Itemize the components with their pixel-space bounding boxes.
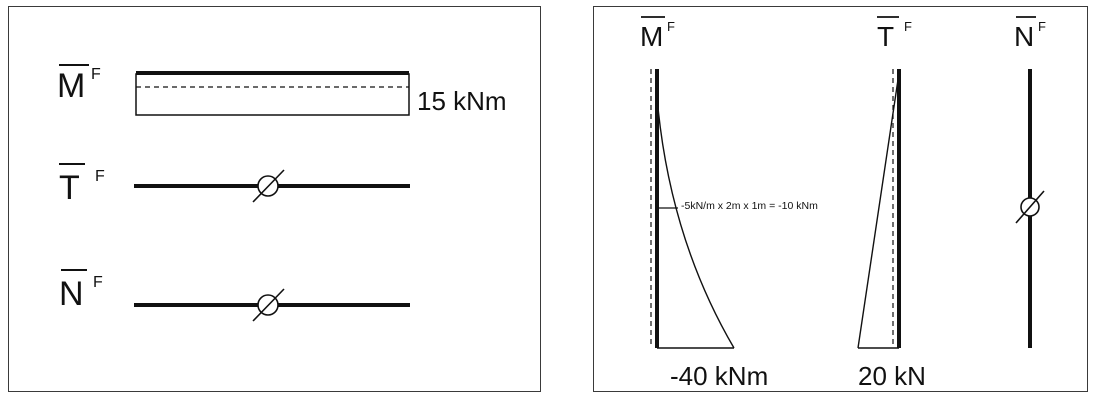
empty-set-icon bbox=[1015, 190, 1045, 224]
shear-label-letter: T bbox=[877, 21, 894, 52]
moment-annotation: -5kN/m x 2m x 1m = -10 kNm bbox=[681, 200, 818, 212]
shear-label-superscript: F bbox=[904, 19, 912, 34]
normal-diagram-right bbox=[1015, 69, 1045, 348]
normal-diagram-left bbox=[134, 288, 410, 322]
normal-label-letter: N bbox=[59, 275, 84, 313]
moment-base-value: -40 kNm bbox=[670, 361, 768, 391]
moment-diagram-left bbox=[135, 71, 410, 116]
moment-label-letter: M bbox=[57, 67, 85, 105]
right-diagram-svg: M F -5kN/m x 2m x 1m = -10 kNm -40 kNm T… bbox=[640, 16, 1046, 391]
left-diagram-panel: M F 15 kNm T F N F bbox=[8, 6, 541, 392]
shear-diagram-left bbox=[134, 169, 410, 203]
normal-label-right: N F bbox=[1014, 16, 1046, 52]
normal-label-left: N F bbox=[59, 269, 103, 313]
moment-label-superscript: F bbox=[91, 66, 101, 83]
normal-label-letter: N bbox=[1014, 21, 1034, 52]
moment-diagram-right bbox=[650, 69, 735, 349]
empty-set-icon bbox=[252, 169, 285, 203]
shear-label-left: T F bbox=[59, 163, 105, 207]
right-diagram-panel: M F -5kN/m x 2m x 1m = -10 kNm -40 kNm T… bbox=[593, 6, 1088, 392]
moment-label-letter: M bbox=[640, 21, 663, 52]
moment-label-superscript: F bbox=[667, 19, 675, 34]
left-diagram-svg: M F 15 kNm T F N F bbox=[57, 64, 507, 322]
shear-diagram-right bbox=[857, 69, 901, 349]
moment-label-left: M F bbox=[57, 64, 101, 105]
normal-label-superscript: F bbox=[93, 274, 103, 291]
moment-value-label: 15 kNm bbox=[417, 86, 507, 116]
moment-label-right: M F bbox=[640, 16, 675, 52]
normal-label-superscript: F bbox=[1038, 19, 1046, 34]
shear-label-superscript: F bbox=[95, 168, 105, 185]
empty-set-icon bbox=[252, 288, 285, 322]
shear-label-letter: T bbox=[59, 169, 80, 207]
shear-base-value: 20 kN bbox=[858, 361, 926, 391]
shear-label-right: T F bbox=[877, 16, 912, 52]
